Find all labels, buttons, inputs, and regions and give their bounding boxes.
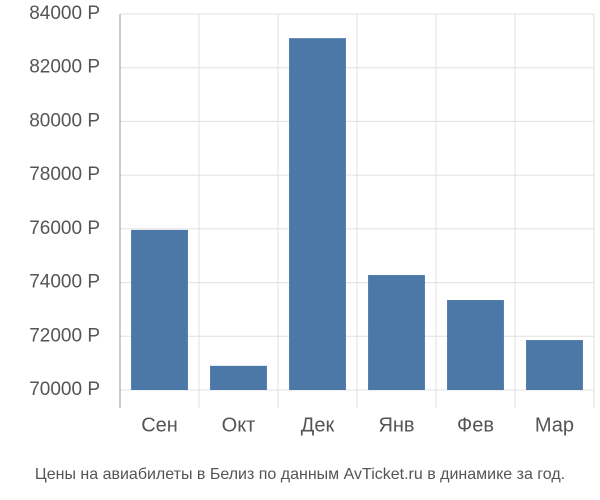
bar bbox=[289, 38, 346, 391]
y-tick-label: 82000 Р bbox=[29, 57, 100, 78]
caption: Цены на авиабилеты в Белиз по данным AvT… bbox=[35, 466, 565, 483]
x-tick-label: Мар bbox=[535, 414, 574, 436]
y-tick-label: 84000 Р bbox=[29, 3, 100, 24]
y-tick-label: 70000 Р bbox=[29, 379, 100, 400]
bar bbox=[526, 340, 583, 390]
x-tick-label: Дек bbox=[301, 414, 335, 436]
bar bbox=[447, 300, 504, 390]
y-tick-label: 78000 Р bbox=[29, 164, 100, 185]
y-tick-label: 72000 Р bbox=[29, 325, 100, 346]
y-tick-label: 80000 Р bbox=[29, 110, 100, 131]
x-tick-label: Сен bbox=[141, 414, 178, 436]
bar bbox=[368, 275, 425, 390]
y-tick-label: 76000 Р bbox=[29, 218, 100, 239]
bar bbox=[210, 365, 267, 390]
y-tick-label: 74000 Р bbox=[29, 272, 100, 293]
bar bbox=[131, 229, 188, 390]
x-tick-label: Фев bbox=[457, 414, 494, 436]
x-tick-label: Янв bbox=[378, 414, 414, 436]
x-tick-label: Окт bbox=[222, 414, 256, 436]
